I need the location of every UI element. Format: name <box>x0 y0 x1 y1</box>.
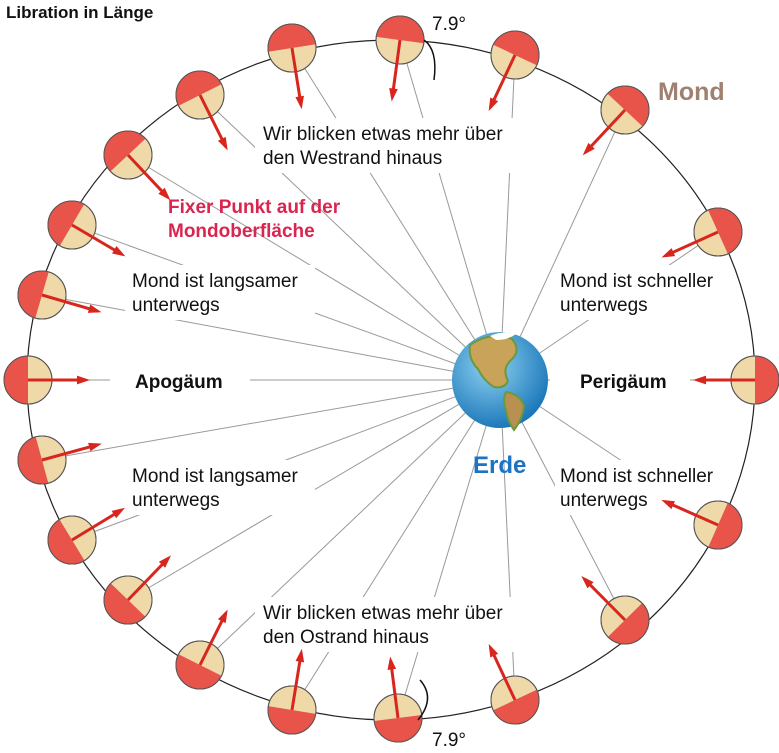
note: Mond ist langsamer <box>132 466 298 487</box>
title: Libration in Länge <box>6 3 153 22</box>
arrow-head <box>387 656 396 669</box>
moon <box>489 31 539 111</box>
moon <box>489 644 539 724</box>
note: Wir blicken etwas mehr über <box>263 603 503 624</box>
arrow-head <box>295 96 304 110</box>
moon-far-side <box>4 356 28 404</box>
moon <box>4 356 90 404</box>
note: Mond ist schneller <box>560 271 714 292</box>
moon <box>104 555 171 624</box>
ray <box>292 380 500 710</box>
note: unterwegs <box>132 295 220 316</box>
note: den Ostrand hinaus <box>263 627 429 648</box>
angle-label: 7.9° <box>432 730 466 751</box>
arrow-head <box>112 246 125 256</box>
note: Fixer Punkt auf der <box>168 197 341 218</box>
arrow-head <box>218 610 228 624</box>
libration-diagram: Libration in Länge 7.9° 7.9° Mond Erde W… <box>0 0 779 753</box>
perigee-label: Perigäum <box>580 372 667 393</box>
moon <box>176 71 228 150</box>
moon <box>693 356 779 404</box>
moon <box>104 131 170 200</box>
moon-far-side <box>755 356 779 404</box>
note: Mond ist langsamer <box>132 271 298 292</box>
ray <box>500 55 515 380</box>
moon <box>48 201 125 256</box>
angle-label: 7.9° <box>432 14 466 35</box>
moon <box>18 271 102 319</box>
arrow-head <box>218 137 228 151</box>
arrow-head <box>389 88 398 101</box>
moon <box>268 24 316 109</box>
earth-label: Erde <box>473 452 526 479</box>
moon <box>376 16 424 101</box>
moon <box>268 649 316 734</box>
moon <box>661 208 742 257</box>
moon-label: Mond <box>658 78 725 106</box>
arrow-head <box>77 376 90 385</box>
note: unterwegs <box>560 490 648 511</box>
apogee-label: Apogäum <box>135 372 223 393</box>
note: unterwegs <box>132 490 220 511</box>
note: Mondoberfläche <box>168 221 315 242</box>
arrow-head <box>661 248 675 257</box>
moon <box>581 576 649 644</box>
arrow-head <box>489 98 498 112</box>
note: unterwegs <box>560 295 648 316</box>
moon <box>176 610 228 689</box>
earth <box>452 332 548 430</box>
note: den Westrand hinaus <box>263 148 442 169</box>
note: Mond ist schneller <box>560 466 714 487</box>
moon <box>48 508 125 564</box>
moon <box>374 656 422 742</box>
note: Wir blicken etwas mehr über <box>263 124 503 145</box>
moon <box>18 436 102 484</box>
arrow-head <box>112 508 125 518</box>
arrow-head <box>693 376 706 385</box>
